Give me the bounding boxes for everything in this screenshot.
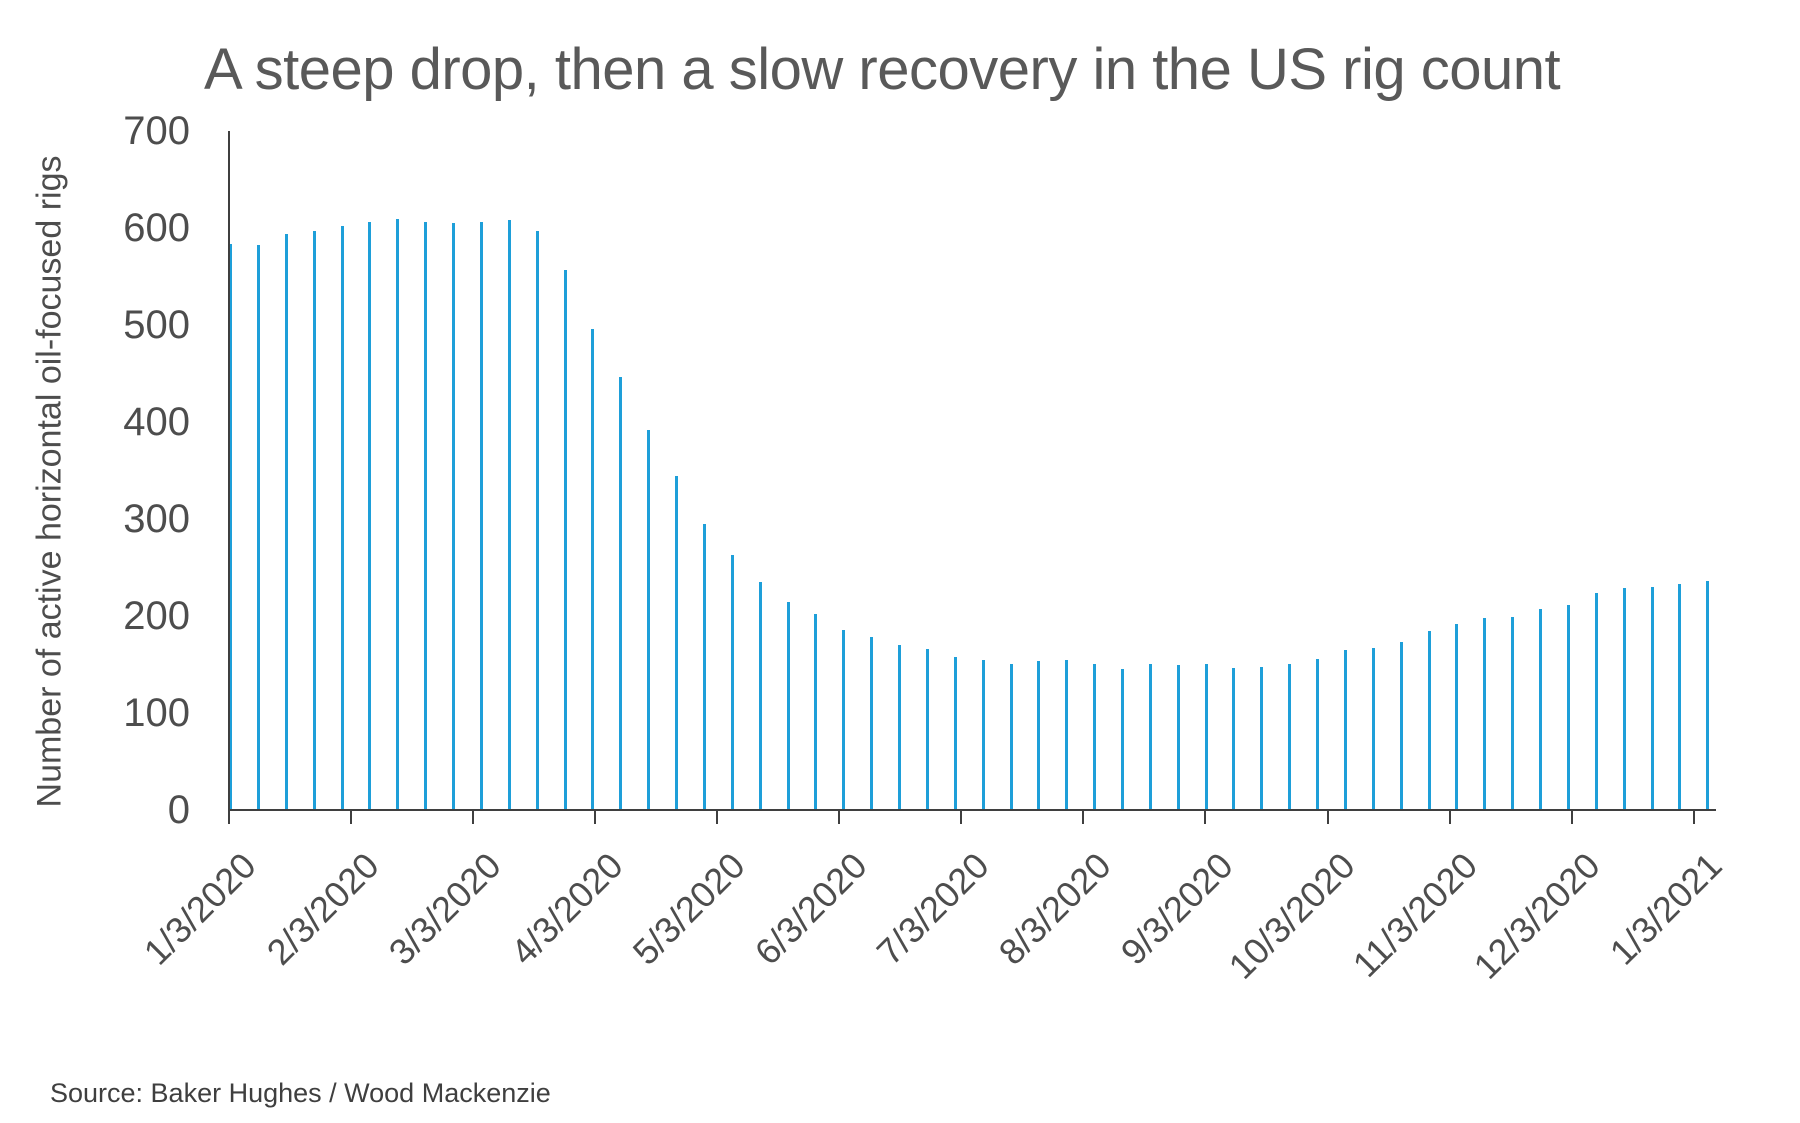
x-axis-tick	[1448, 811, 1451, 824]
rig-count-bar	[1399, 642, 1403, 810]
chart-title: A steep drop, then a slow recovery in th…	[204, 37, 1561, 102]
rig-count-bar	[229, 244, 233, 810]
x-axis-tick	[960, 811, 963, 824]
x-axis-tick	[471, 811, 474, 824]
rig-count-bar	[925, 649, 929, 810]
rig-count-bar	[981, 660, 985, 810]
x-tick-label: 11/3/2020	[1344, 844, 1486, 985]
rig-count-bar	[1650, 587, 1654, 810]
rig-count-bar	[1232, 668, 1236, 810]
y-axis-title: Number of active horizontal oil-focused …	[30, 155, 69, 808]
x-tick-label: 5/3/2020	[624, 844, 753, 973]
rig-count-bar	[842, 630, 846, 810]
rig-count-bar	[1316, 659, 1319, 810]
rig-count-bar	[1343, 650, 1347, 810]
rig-count-bar	[507, 220, 511, 810]
rig-count-bar	[1511, 617, 1515, 810]
rig-count-bar	[284, 234, 288, 810]
rig-count-bar	[1594, 593, 1598, 810]
y-tick-label: 400	[123, 400, 190, 445]
x-tick-label: 7/3/2020	[868, 844, 997, 973]
rig-count-bar	[1622, 588, 1626, 810]
x-axis-tick	[1692, 811, 1695, 824]
y-tick-label: 0	[167, 788, 190, 832]
rig-count-bar	[898, 645, 901, 810]
y-tick-label: 500	[123, 303, 190, 348]
rig-count-bar	[340, 226, 344, 810]
source-note: Source: Baker Hughes / Wood Mackenzie	[50, 1078, 551, 1108]
rig-count-bar	[1483, 618, 1487, 810]
x-axis-tick	[227, 811, 230, 824]
rig-count-bar	[702, 524, 706, 810]
x-axis-tick	[838, 811, 841, 824]
rig-count-bar	[257, 245, 260, 810]
x-axis-line	[228, 809, 1716, 811]
x-axis-tick	[716, 811, 718, 824]
rig-count-bar	[1120, 669, 1124, 810]
rig-count-bar	[535, 231, 539, 810]
x-axis-tick	[1204, 811, 1207, 824]
x-tick-label: 12/3/2020	[1465, 844, 1608, 987]
rig-count-bar	[1539, 609, 1542, 810]
rig-count-bar	[563, 270, 567, 810]
rig-count-bar	[758, 582, 762, 810]
y-tick-label: 700	[123, 109, 190, 154]
x-tick-label: 10/3/2020	[1220, 844, 1364, 987]
rig-count-bar	[1065, 660, 1069, 810]
rig-count-bar	[1455, 624, 1459, 810]
x-tick-label: 9/3/2020	[1112, 844, 1241, 973]
rig-count-bar	[1678, 584, 1682, 810]
rig-count-bar	[1260, 667, 1264, 810]
y-tick-label: 200	[123, 594, 190, 639]
rig-count-bar	[619, 377, 623, 810]
rig-count-bar	[1148, 664, 1152, 810]
rig-count-bar	[452, 223, 456, 810]
rig-count-bar	[730, 555, 734, 810]
rig-count-bar	[1093, 664, 1097, 810]
rig-count-bar	[591, 329, 595, 810]
rig-count-bar	[368, 222, 372, 810]
x-axis-tick	[1082, 811, 1085, 824]
x-tick-label: 4/3/2020	[502, 844, 631, 973]
rig-count-bar	[1204, 664, 1208, 810]
x-axis-tick	[349, 811, 352, 824]
rig-count-bar	[675, 476, 678, 810]
x-tick-label: 1/3/2021	[1601, 844, 1730, 973]
rig-count-bar	[1371, 648, 1375, 810]
x-tick-label: 2/3/2020	[258, 844, 387, 973]
rig-count-bar	[1288, 664, 1292, 810]
y-tick-label: 100	[123, 691, 190, 736]
rig-count-bar	[424, 222, 428, 810]
x-axis-tick	[1326, 811, 1329, 824]
x-tick-label: 3/3/2020	[380, 844, 509, 973]
x-tick-label: 8/3/2020	[990, 844, 1119, 973]
rig-count-bar	[396, 219, 400, 810]
rig-count-bar	[1037, 661, 1041, 810]
x-tick-label: 6/3/2020	[746, 844, 875, 973]
y-axis-line	[228, 131, 230, 811]
rig-count-bar	[814, 614, 818, 810]
rig-count-bar	[870, 637, 874, 810]
rig-count-bar	[1706, 581, 1710, 810]
rig-count-bar	[1566, 605, 1570, 810]
rig-count-bar	[312, 231, 316, 810]
rig-count-bar	[1176, 665, 1180, 810]
rig-count-bar	[479, 222, 483, 810]
rig-count-bar	[1009, 664, 1013, 810]
rig-count-bar	[1427, 631, 1431, 810]
x-tick-label: 1/3/2020	[136, 844, 265, 973]
x-axis-tick	[593, 811, 596, 824]
x-axis-tick	[1570, 811, 1573, 824]
y-tick-label: 600	[123, 206, 190, 251]
rig-count-bar	[953, 657, 957, 810]
y-tick-label: 300	[123, 497, 190, 542]
rig-count-bar	[786, 602, 790, 810]
rig-count-bar	[647, 430, 651, 810]
